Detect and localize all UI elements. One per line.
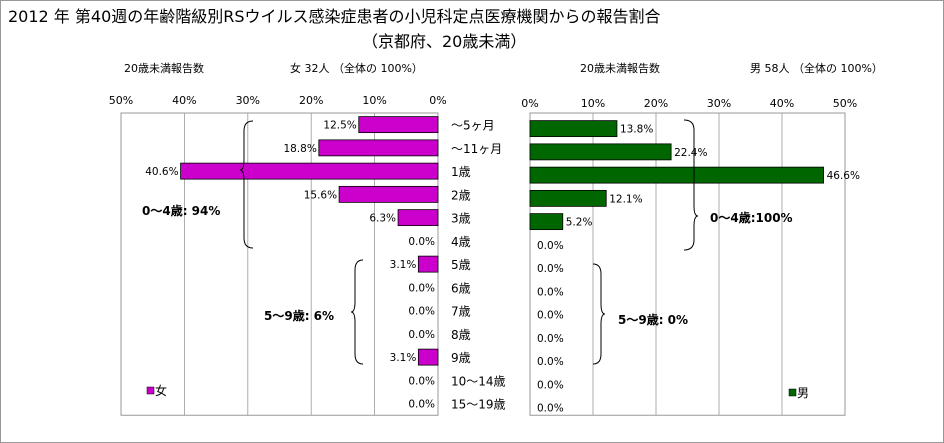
female-x-tick-label: 20% [299, 94, 323, 107]
female-bar [338, 185, 439, 203]
male-bar [529, 189, 607, 207]
female-value-label: 18.8% [283, 143, 316, 155]
female-value-label: 0.0% [408, 329, 435, 341]
category-label: 10～14歳 [451, 374, 506, 388]
male-value-label: 0.0% [537, 356, 564, 368]
male-plot-area [529, 112, 846, 416]
female-legend-swatch [146, 386, 155, 395]
male-count-label: 20歳未満報告数 [580, 62, 660, 75]
female-panel: 50% 40% 30% 20% 10% 0% 12.5% 18.8% 40.6% 15.6% 6.3… [109, 94, 447, 416]
male-annotation-5-9: 5～9歳: 0% [618, 312, 688, 327]
female-bracket-0-4 [239, 120, 254, 249]
category-label: 4歳 [451, 235, 471, 249]
female-bar [397, 209, 439, 227]
male-bar [529, 166, 824, 184]
female-x-tick-label: 30% [236, 94, 260, 107]
female-value-label: 3.1% [390, 352, 417, 364]
male-x-tick-label: 50% [833, 97, 857, 110]
male-x-tick-label: 20% [644, 97, 668, 110]
male-value-label: 0.0% [537, 333, 564, 345]
category-label: ～5ヶ月 [451, 119, 495, 133]
female-bar [358, 116, 439, 134]
male-value-label: 0.0% [537, 379, 564, 391]
male-bar [529, 120, 618, 138]
male-bracket-5-9 [592, 263, 606, 365]
female-value-label: 3.1% [390, 259, 417, 271]
female-annotation-0-4: 0～4歳: 94% [142, 203, 220, 218]
male-value-label: 0.0% [537, 263, 564, 275]
female-value-label: 40.6% [145, 166, 178, 178]
female-x-tick-label: 10% [362, 94, 386, 107]
male-total: 男 58人 （全体の 100%） [750, 61, 883, 75]
female-value-label: 15.6% [304, 189, 337, 201]
male-bar [529, 213, 564, 231]
female-value-label: 12.5% [323, 120, 356, 132]
female-value-label: 0.0% [408, 306, 435, 318]
category-label: 6歳 [451, 281, 471, 295]
category-label: 8歳 [451, 328, 471, 342]
male-x-tick-label: 10% [581, 97, 605, 110]
female-total: 女 32人 （全体の 100%） [290, 61, 423, 75]
category-label: 15～19歳 [451, 398, 506, 412]
female-bar [417, 255, 439, 273]
male-panel: 0% 10% 20% 30% 40% 50% 13.8% 22.4% 46.6% 12.1% 5.2… [521, 97, 860, 416]
female-count-label: 20歳未満報告数 [124, 62, 204, 75]
male-value-label: 13.8% [620, 124, 653, 136]
female-x-tick-label: 0% [429, 94, 446, 107]
category-label: 1歳 [451, 165, 471, 179]
female-legend-label: 女 [155, 383, 167, 398]
male-bar [529, 143, 672, 161]
male-annotation-0-4: 0～4歳:100% [710, 210, 793, 225]
male-value-label: 46.6% [827, 170, 860, 182]
female-value-label: 0.0% [408, 375, 435, 387]
female-annotation-5-9: 5～9歳: 6% [264, 308, 334, 323]
female-value-label: 6.3% [369, 213, 396, 225]
male-bracket-0-4 [683, 119, 699, 251]
category-label: 9歳 [451, 351, 471, 365]
male-value-label: 22.4% [674, 147, 707, 159]
female-bracket-5-9 [350, 259, 364, 365]
female-bar [417, 348, 439, 366]
male-value-label: 0.0% [537, 286, 564, 298]
category-label: 2歳 [451, 188, 471, 202]
female-bar [318, 139, 439, 157]
category-labels: ～5ヶ月 ～11ヶ月 1歳 2歳 3歳 4歳 5歳 6歳 7歳 8歳 9歳 10～14歳 15～19歳 [451, 119, 506, 412]
category-label: 7歳 [451, 305, 471, 319]
category-label: ～11ヶ月 [451, 142, 502, 156]
male-value-label: 5.2% [566, 217, 593, 229]
male-x-tick-label: 0% [521, 97, 538, 110]
category-label: 5歳 [451, 258, 471, 272]
male-legend-swatch [788, 388, 797, 397]
male-value-label: 0.0% [537, 310, 564, 322]
male-value-label: 12.1% [609, 193, 642, 205]
male-value-label: 0.0% [537, 240, 564, 252]
female-value-label: 0.0% [408, 282, 435, 294]
female-x-tick-label: 50% [109, 94, 133, 107]
male-x-tick-label: 30% [707, 97, 731, 110]
category-label: 3歳 [451, 212, 471, 226]
chart-subtitle: （京都府、20歳未満） [362, 32, 526, 51]
male-value-label: 0.0% [537, 403, 564, 415]
female-bar [180, 162, 439, 180]
female-value-label: 0.0% [408, 399, 435, 411]
female-x-tick-label: 40% [172, 94, 196, 107]
female-value-label: 0.0% [408, 236, 435, 248]
male-x-tick-label: 40% [770, 97, 794, 110]
male-legend-label: 男 [797, 386, 809, 400]
chart-title: 2012 年 第40週の年齢階級別RSウイルス感染症患者の小児科定点医療機関から… [8, 7, 661, 26]
